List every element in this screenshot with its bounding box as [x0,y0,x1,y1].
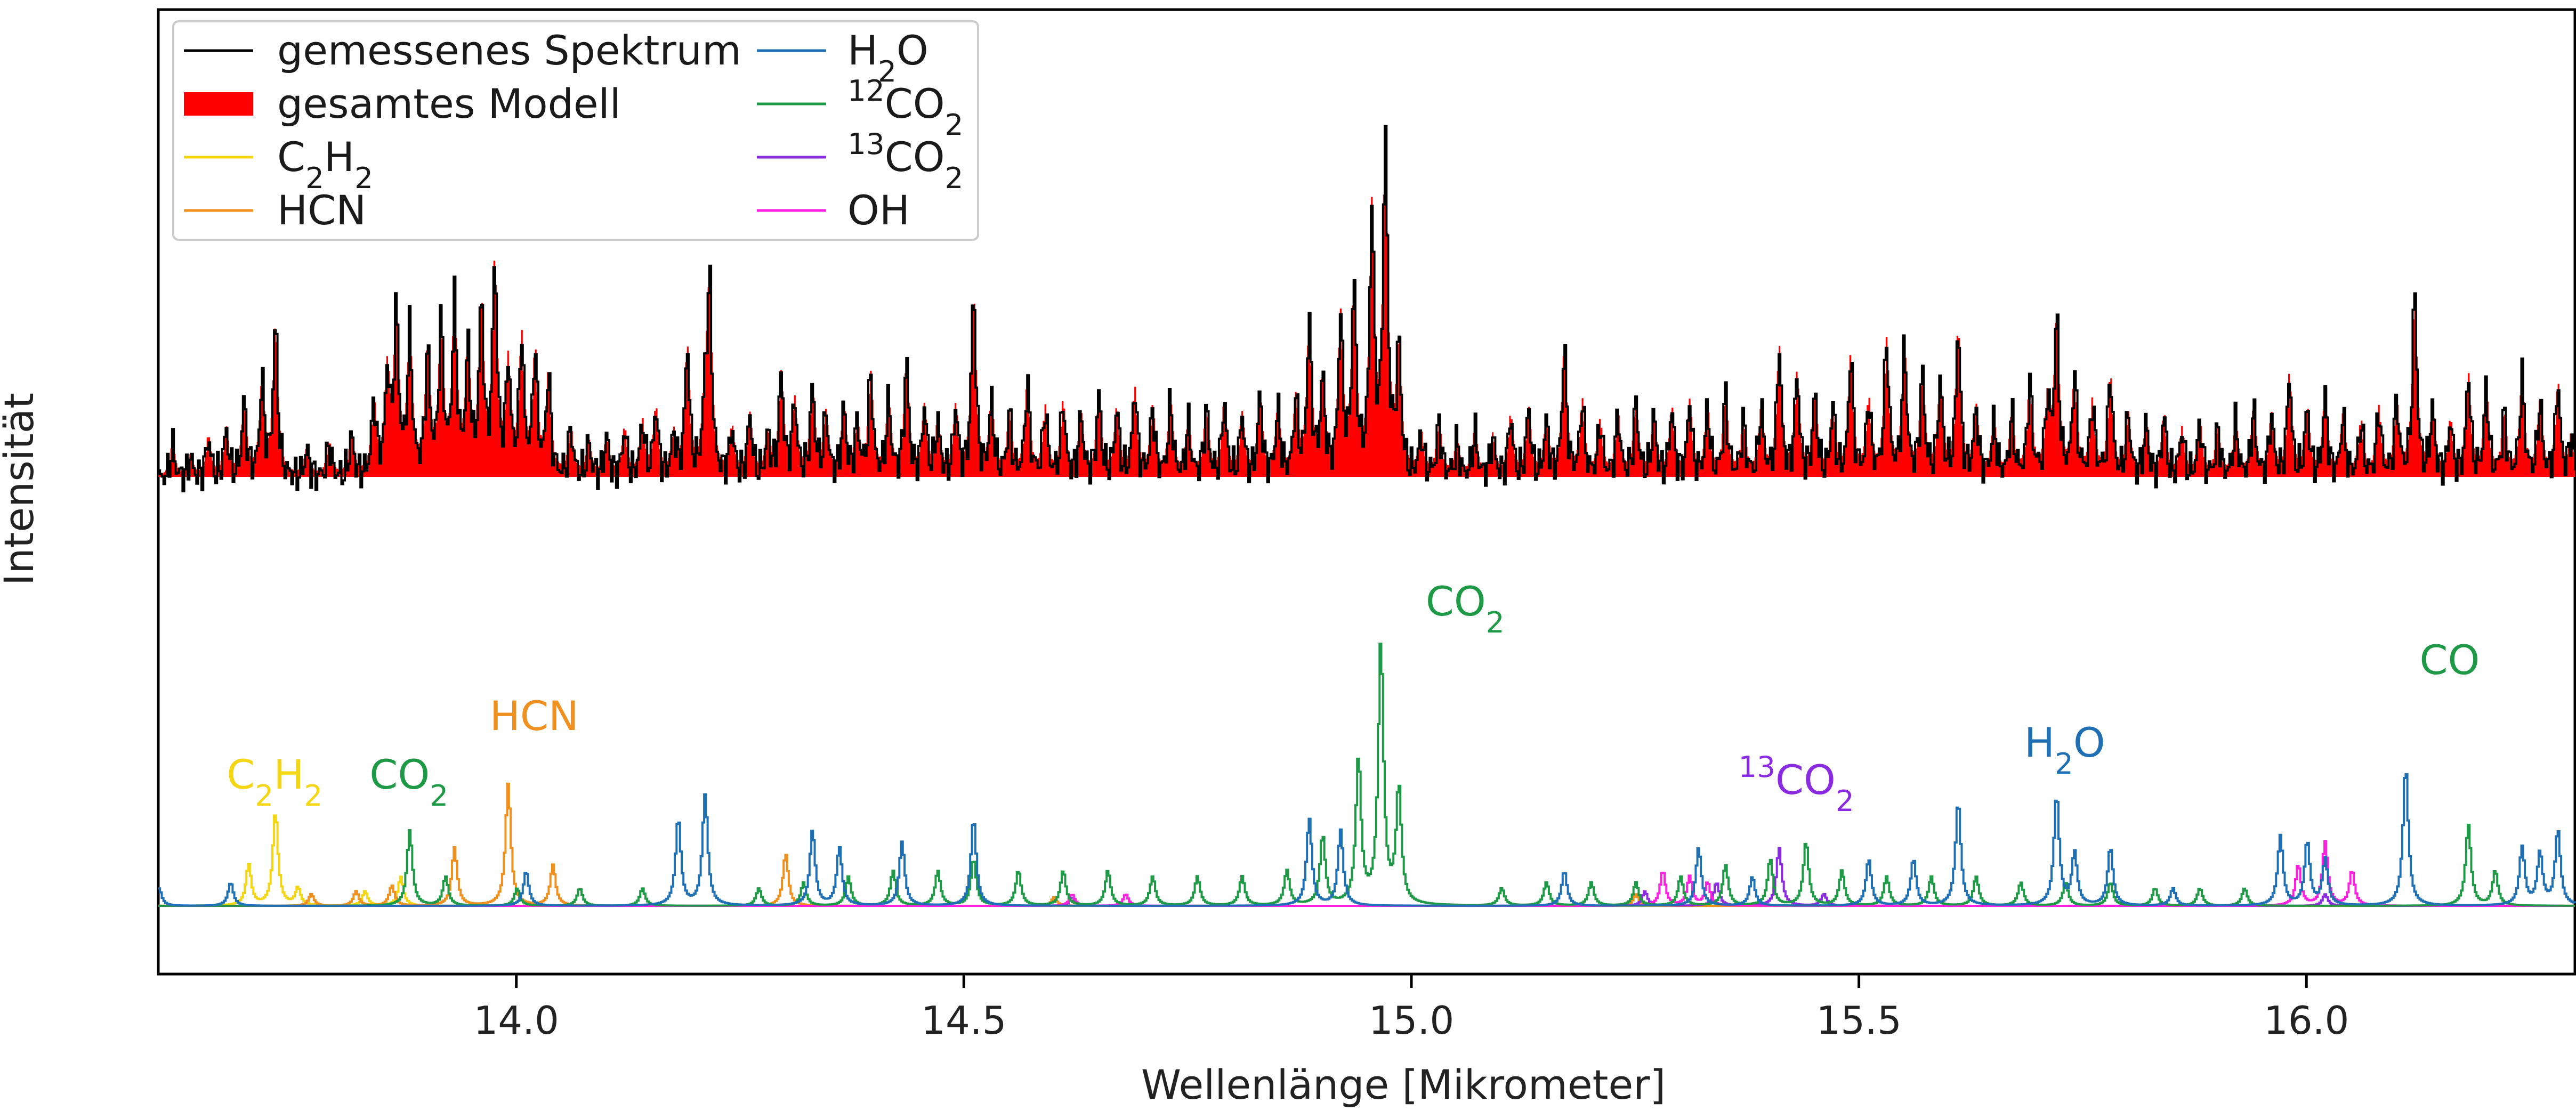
x-tick-label: 14.5 [921,998,1006,1043]
annotations: C2H2 CO2 HCN CO2 13CO2 H2O CO [227,578,2480,818]
legend: gemessenes Spektrum gesamtes Modell C2H2HC… [172,20,979,241]
annotation-label: CO2 [1426,578,1505,639]
plot-frame [157,8,2576,976]
legend-entry-model: gesamtes Modell [184,80,621,127]
annotation-label: CO2 [369,751,448,813]
x-tick-label: 16.0 [2264,998,2349,1043]
legend-label: gemessenes Spektrum [277,27,741,74]
x-axis: 14.0 14.5 15.0 15.5 16.0 [474,974,2349,1043]
annotation-label: H2O [2024,719,2105,781]
legend-swatch [184,92,253,116]
legend-entry-c2h2: C2H2 [184,133,373,195]
y-axis-title: Intensität [0,393,43,586]
annotation-label: C2H2 [227,751,322,813]
legend-box [172,20,979,241]
legend-entry-h2o: H2O [757,27,928,88]
x-axis-title: Wellenlänge [Mikrometer] [1141,1061,1666,1108]
legend-label: 13CO2 [847,127,963,195]
legend-label: 12CO2 [847,74,963,142]
legend-entry-co2-13: 13CO2 [757,127,963,195]
lower-panel [158,643,2576,907]
legend-label: gesamtes Modell [277,80,621,127]
annotation-label: 13CO2 [1738,750,1854,818]
legend-entry-hcn: HCN [184,186,366,234]
series-co2-12-line [158,643,2575,907]
annotation-label: CO [2419,636,2480,684]
legend-label: OH [847,186,910,234]
upper-panel [158,125,2576,492]
series-hcn-line [158,782,2575,907]
legend-entry-measured: gemessenes Spektrum [184,27,741,74]
legend-entry-oh: OH [757,186,910,234]
x-tick-label: 14.0 [474,998,559,1043]
legend-entry-co2-12: 12CO2 [757,74,963,142]
x-tick-label: 15.0 [1369,998,1454,1043]
legend-label: HCN [277,186,366,234]
x-tick-label: 15.5 [1816,998,1901,1043]
series-h2o-line [158,773,2576,907]
legend-label: C2H2 [277,133,373,195]
legend-label: H2O [847,27,928,88]
series-measured-line [158,125,2576,492]
annotation-label: HCN [490,692,579,740]
